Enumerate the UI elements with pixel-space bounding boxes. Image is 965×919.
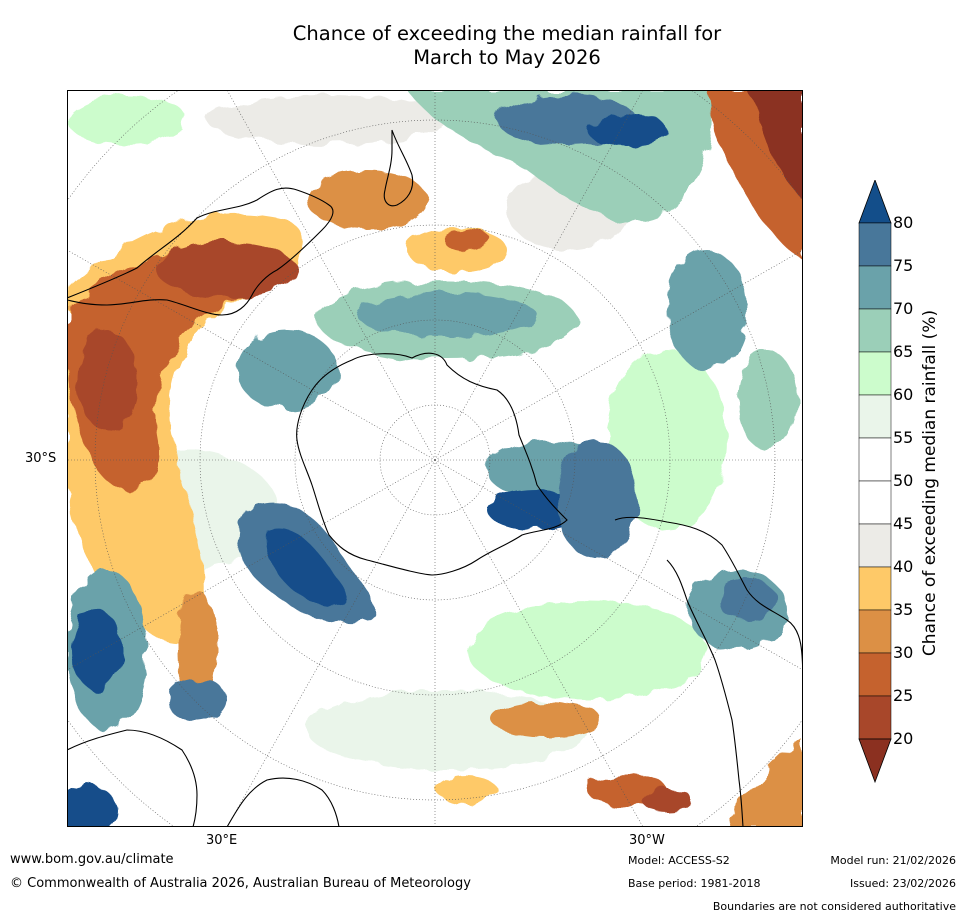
colorbar-swatch [858,609,892,654]
colorbar-extend-high [858,180,892,224]
colorbar-tick-label: 30 [893,643,914,662]
coastlines [67,129,803,827]
colorbar-swatch [858,695,892,740]
footer-url[interactable]: www.bom.gov.au/climate [10,852,174,867]
colorbar-swatch [858,351,892,396]
australia-coastline [67,187,334,316]
colorbar-tick-label: 45 [893,514,914,533]
colorbar-swatch [858,265,892,310]
title-line-2: March to May 2026 [413,46,601,69]
colorbar-tick-label: 25 [893,686,914,705]
colorbar-swatch [858,222,892,267]
colorbar-tick-label: 80 [893,213,914,232]
colorbar-swatch [858,480,892,525]
colorbar-swatch [858,394,892,439]
south-america-coastline [614,516,803,827]
lon-label-30e: 30°E [206,833,238,848]
colorbar-tick-label: 55 [893,428,914,447]
footer-copyright: © Commonwealth of Australia 2026, Austra… [10,876,471,891]
colorbar-swatch [858,308,892,353]
chart-title: Chance of exceeding the median rainfall … [150,22,864,70]
colorbar-swatch [858,566,892,611]
colorbar [858,180,892,784]
colorbar-tick-label: 50 [893,471,914,490]
colorbar-tick-label: 40 [893,557,914,576]
lat-label-30s: 30°S [25,451,57,466]
title-line-1: Chance of exceeding the median rainfall … [292,22,722,45]
colorbar-tick-label: 70 [893,299,914,318]
map-frame [67,90,803,827]
colorbar-swatch [858,652,892,697]
antarctica-coastline [296,352,568,576]
colorbar-tick-label: 75 [893,256,914,275]
rainfall-map[interactable] [67,90,803,827]
colorbar-tick-label: 20 [893,729,914,748]
footer-disclaimer: Boundaries are not considered authoritat… [712,900,956,913]
colorbar-swatch [858,437,892,482]
footer-base-period: Base period: 1981-2018 [628,877,761,890]
rainfall-field [67,90,803,827]
footer-issued: Issued: 23/02/2026 [849,877,956,890]
colorbar-swatch [858,523,892,568]
colorbar-tick-label: 60 [893,385,914,404]
new-zealand-coastline [383,129,414,207]
footer-model-run: Model run: 21/02/2026 [830,854,956,867]
colorbar-extend-low [858,738,892,784]
colorbar-tick-label: 35 [893,600,914,619]
lon-label-30w: 30°W [629,833,665,848]
colorbar-tick-label: 65 [893,342,914,361]
colorbar-title: Chance of exceeding median rainfall (%) [920,309,940,657]
africa-coastline [67,729,340,827]
graticule [67,90,803,827]
footer-model: Model: ACCESS-S2 [628,854,730,867]
